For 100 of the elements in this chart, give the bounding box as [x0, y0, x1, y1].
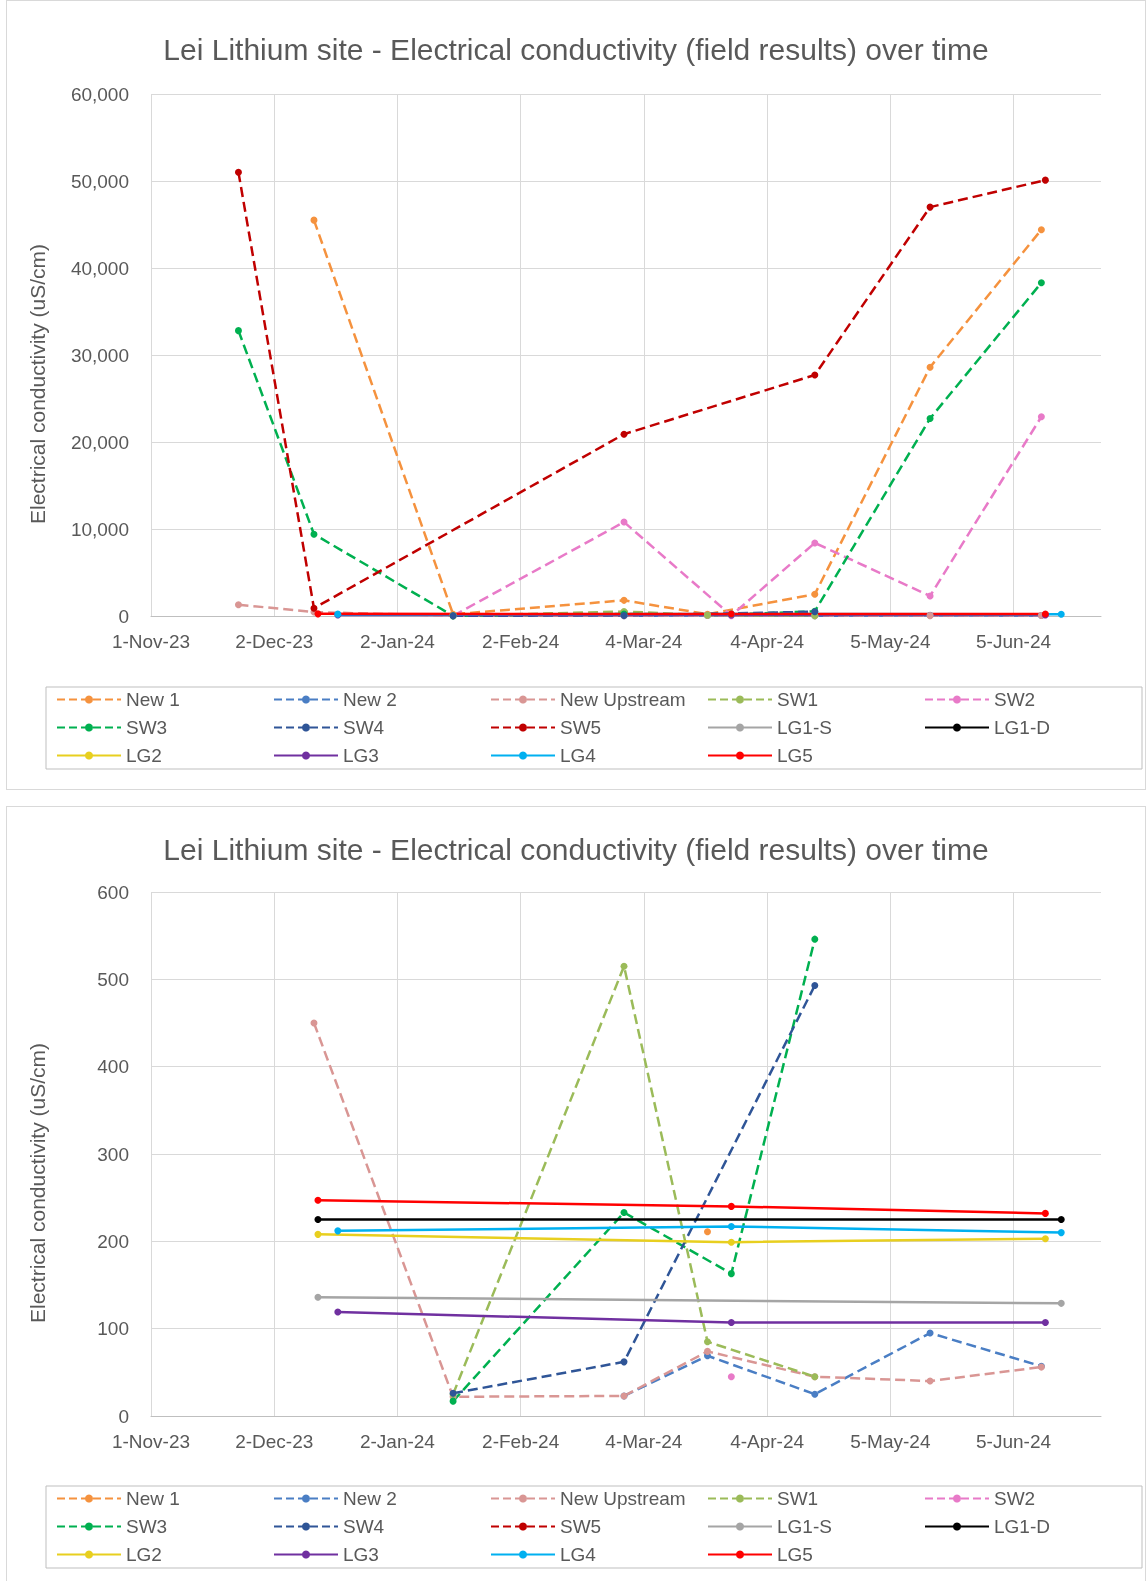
point [811, 935, 819, 943]
point [314, 1230, 322, 1238]
point [310, 530, 318, 538]
legend-label: SW1 [777, 689, 819, 710]
legend-label: LG1-D [994, 717, 1050, 738]
x-tick-label: 4-Apr-24 [730, 631, 805, 652]
y-tick-label: 600 [97, 881, 129, 903]
legend-label: LG1-S [777, 717, 832, 738]
y-tick-label: 10,000 [70, 518, 129, 540]
y-tick-label: 0 [118, 605, 129, 627]
legend-label: LG5 [777, 745, 813, 766]
legend-label: New 2 [343, 689, 397, 710]
point [1057, 1229, 1065, 1237]
legend-label: LG2 [126, 745, 162, 766]
x-tick-label: 2-Dec-23 [235, 631, 314, 652]
x-tick-label: 4-Mar-24 [605, 631, 683, 652]
point [334, 1227, 342, 1235]
x-tick-label: 5-Jun-24 [976, 631, 1052, 652]
x-tick-label: 4-Mar-24 [605, 1431, 683, 1452]
point [811, 1390, 819, 1398]
x-tick-label: 2-Feb-24 [482, 1431, 560, 1452]
point [811, 981, 819, 989]
x-tick-label: 1-Nov-23 [111, 1431, 191, 1452]
point [314, 610, 322, 618]
point [1041, 1235, 1049, 1243]
point [703, 1338, 711, 1346]
legend-label: LG3 [343, 745, 379, 766]
point [727, 1202, 735, 1210]
x-tick-label: 1-Nov-23 [111, 631, 191, 652]
x-tick-label: 5-May-24 [850, 1431, 931, 1452]
y-axis-title: Electrical conductivity (uS/cm) [26, 243, 49, 525]
point [1057, 1216, 1065, 1223]
legend-label: SW2 [994, 689, 1036, 710]
legend-label: New 1 [126, 689, 180, 710]
legend-label: SW4 [343, 717, 385, 738]
point [314, 1293, 322, 1301]
legend-label: New 1 [126, 1488, 180, 1509]
legend-label: LG4 [560, 745, 597, 766]
y-tick-label: 300 [97, 1143, 129, 1165]
point [620, 596, 628, 604]
x-tick-label: 2-Jan-24 [359, 631, 436, 652]
legend-label: LG1-S [777, 1516, 832, 1537]
y-tick-label: 100 [97, 1318, 129, 1340]
y-tick-label: 60,000 [70, 83, 129, 105]
legend-label: SW5 [560, 1516, 602, 1537]
legend-label: SW3 [126, 717, 168, 738]
point [449, 1397, 457, 1405]
point [234, 168, 242, 176]
y-tick-label: 500 [97, 968, 129, 990]
x-tick-label: 5-Jun-24 [976, 1431, 1052, 1452]
point [314, 1196, 322, 1204]
point [1057, 1299, 1065, 1307]
y-tick-label: 400 [97, 1056, 129, 1078]
legend-label: LG2 [126, 1544, 162, 1565]
chart-title: Lei Lithium site - Electrical conductivity (field results) over time [163, 32, 989, 66]
x-tick-label: 2-Feb-24 [482, 631, 560, 652]
y-tick-label: 200 [97, 1230, 129, 1252]
point [1037, 413, 1045, 421]
legend-label: New Upstream [560, 1488, 686, 1509]
x-tick-label: 4-Apr-24 [730, 1431, 805, 1452]
point [334, 1308, 342, 1316]
y-tick-label: 40,000 [70, 257, 129, 279]
y-tick-label: 0 [118, 1405, 129, 1427]
point [811, 371, 819, 379]
point [1041, 1209, 1049, 1217]
point [811, 539, 819, 547]
point [314, 1216, 322, 1223]
legend-label: SW3 [126, 1516, 168, 1537]
x-tick-label: 2-Dec-23 [235, 1431, 314, 1452]
legend-label: SW5 [560, 717, 602, 738]
point [727, 1238, 735, 1246]
point [703, 1347, 711, 1355]
legend-label: SW4 [343, 1516, 385, 1537]
point [926, 363, 934, 371]
point [727, 1270, 735, 1278]
point [234, 601, 242, 609]
point [1041, 1319, 1049, 1327]
point [727, 1319, 735, 1327]
point [727, 1222, 735, 1230]
y-axis-title: Electrical conductivity (uS/cm) [26, 1042, 49, 1324]
legend-label: SW2 [994, 1488, 1036, 1509]
point [1037, 226, 1045, 234]
point [234, 327, 242, 335]
point [1057, 610, 1065, 618]
legend-label: LG3 [343, 1544, 379, 1565]
point [620, 1209, 628, 1217]
point [1037, 279, 1045, 287]
legend-label: LG1-D [994, 1516, 1050, 1537]
point [926, 415, 934, 423]
x-tick-label: 5-May-24 [850, 631, 931, 652]
legend-label: New Upstream [560, 689, 686, 710]
point [1041, 176, 1049, 184]
y-tick-label: 20,000 [70, 431, 129, 453]
chart-title: Lei Lithium site - Electrical conductivity (field results) over time [163, 832, 989, 866]
y-tick-label: 30,000 [70, 344, 129, 366]
y-tick-label: 50,000 [70, 170, 129, 192]
legend-label: New 2 [343, 1488, 397, 1509]
x-tick-label: 2-Jan-24 [359, 1431, 436, 1452]
legend-label: LG4 [560, 1544, 597, 1565]
legend-label: LG5 [777, 1544, 813, 1565]
